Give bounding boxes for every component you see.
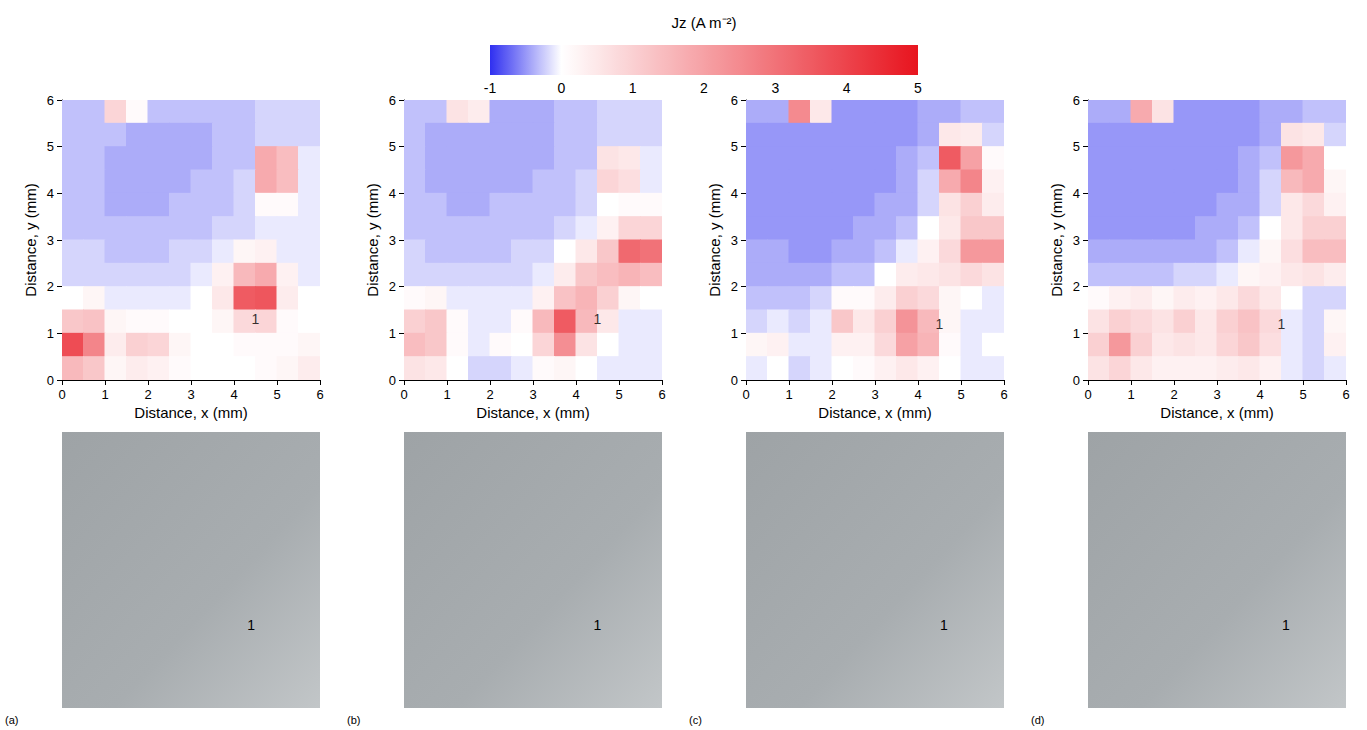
svg-text:2: 2	[47, 279, 54, 294]
svg-text:0: 0	[389, 373, 396, 388]
svg-text:2: 2	[731, 279, 738, 294]
svg-text:4: 4	[731, 186, 738, 201]
svg-text:1: 1	[389, 326, 396, 341]
svg-text:2: 2	[828, 387, 835, 402]
svg-text:1: 1	[594, 311, 602, 327]
svg-text:1: 1	[101, 387, 108, 402]
svg-text:5: 5	[1073, 139, 1080, 154]
svg-text:1: 1	[1278, 316, 1286, 332]
svg-text:1: 1	[936, 316, 944, 332]
svg-text:3: 3	[871, 387, 878, 402]
svg-text:4: 4	[914, 387, 921, 402]
svg-text:3: 3	[1213, 387, 1220, 402]
svg-text:5: 5	[957, 387, 964, 402]
svg-text:4: 4	[389, 186, 396, 201]
svg-text:2: 2	[1170, 387, 1177, 402]
svg-text:Distance, x (mm): Distance, x (mm)	[134, 404, 247, 421]
svg-text:Jz (A m⁻²): Jz (A m⁻²)	[672, 14, 737, 31]
svg-text:4: 4	[1073, 186, 1080, 201]
svg-text:2: 2	[700, 80, 708, 96]
svg-text:4: 4	[1256, 387, 1263, 402]
svg-text:6: 6	[316, 387, 323, 402]
svg-text:1: 1	[47, 326, 54, 341]
svg-text:Distance, x (mm): Distance, x (mm)	[1160, 404, 1273, 421]
svg-text:1: 1	[731, 326, 738, 341]
svg-text:4: 4	[47, 186, 54, 201]
svg-text:5: 5	[273, 387, 280, 402]
svg-text:Distance, y (mm): Distance, y (mm)	[1048, 183, 1065, 296]
svg-text:Distance, y (mm): Distance, y (mm)	[706, 183, 723, 296]
svg-text:0: 0	[731, 373, 738, 388]
svg-text:6: 6	[731, 93, 738, 108]
svg-text:-1: -1	[484, 80, 497, 96]
svg-text:3: 3	[47, 233, 54, 248]
svg-text:(c): (c)	[689, 714, 702, 726]
svg-text:5: 5	[615, 387, 622, 402]
svg-text:(a): (a)	[5, 714, 18, 726]
svg-text:0: 0	[400, 387, 407, 402]
svg-text:1: 1	[1073, 326, 1080, 341]
svg-text:0: 0	[557, 80, 565, 96]
svg-text:2: 2	[486, 387, 493, 402]
svg-text:0: 0	[1073, 373, 1080, 388]
svg-text:2: 2	[144, 387, 151, 402]
svg-text:Distance, x (mm): Distance, x (mm)	[818, 404, 931, 421]
svg-text:1: 1	[940, 617, 948, 633]
svg-text:6: 6	[1073, 93, 1080, 108]
svg-text:3: 3	[771, 80, 779, 96]
svg-text:6: 6	[389, 93, 396, 108]
svg-text:6: 6	[658, 387, 665, 402]
svg-text:6: 6	[1000, 387, 1007, 402]
svg-text:4: 4	[843, 80, 851, 96]
svg-text:5: 5	[47, 139, 54, 154]
svg-text:0: 0	[742, 387, 749, 402]
svg-text:5: 5	[1299, 387, 1306, 402]
svg-text:Distance, y (mm): Distance, y (mm)	[22, 183, 39, 296]
svg-text:4: 4	[230, 387, 237, 402]
svg-text:3: 3	[187, 387, 194, 402]
svg-text:3: 3	[1073, 233, 1080, 248]
svg-text:(d): (d)	[1031, 714, 1044, 726]
svg-text:1: 1	[785, 387, 792, 402]
svg-text:5: 5	[389, 139, 396, 154]
svg-text:5: 5	[914, 80, 922, 96]
svg-text:1: 1	[594, 617, 602, 633]
svg-text:1: 1	[443, 387, 450, 402]
svg-text:(b): (b)	[347, 714, 360, 726]
svg-text:1: 1	[247, 617, 255, 633]
svg-text:6: 6	[1342, 387, 1349, 402]
svg-text:5: 5	[731, 139, 738, 154]
svg-text:1: 1	[252, 311, 260, 327]
svg-text:4: 4	[572, 387, 579, 402]
svg-text:3: 3	[529, 387, 536, 402]
svg-text:0: 0	[58, 387, 65, 402]
svg-text:0: 0	[1084, 387, 1091, 402]
svg-text:3: 3	[731, 233, 738, 248]
svg-text:1: 1	[629, 80, 637, 96]
svg-text:Distance, x (mm): Distance, x (mm)	[476, 404, 589, 421]
svg-text:1: 1	[1127, 387, 1134, 402]
svg-text:2: 2	[389, 279, 396, 294]
svg-text:6: 6	[47, 93, 54, 108]
svg-text:0: 0	[47, 373, 54, 388]
svg-text:2: 2	[1073, 279, 1080, 294]
svg-text:3: 3	[389, 233, 396, 248]
svg-text:1: 1	[1282, 617, 1290, 633]
svg-text:Distance, y (mm): Distance, y (mm)	[364, 183, 381, 296]
